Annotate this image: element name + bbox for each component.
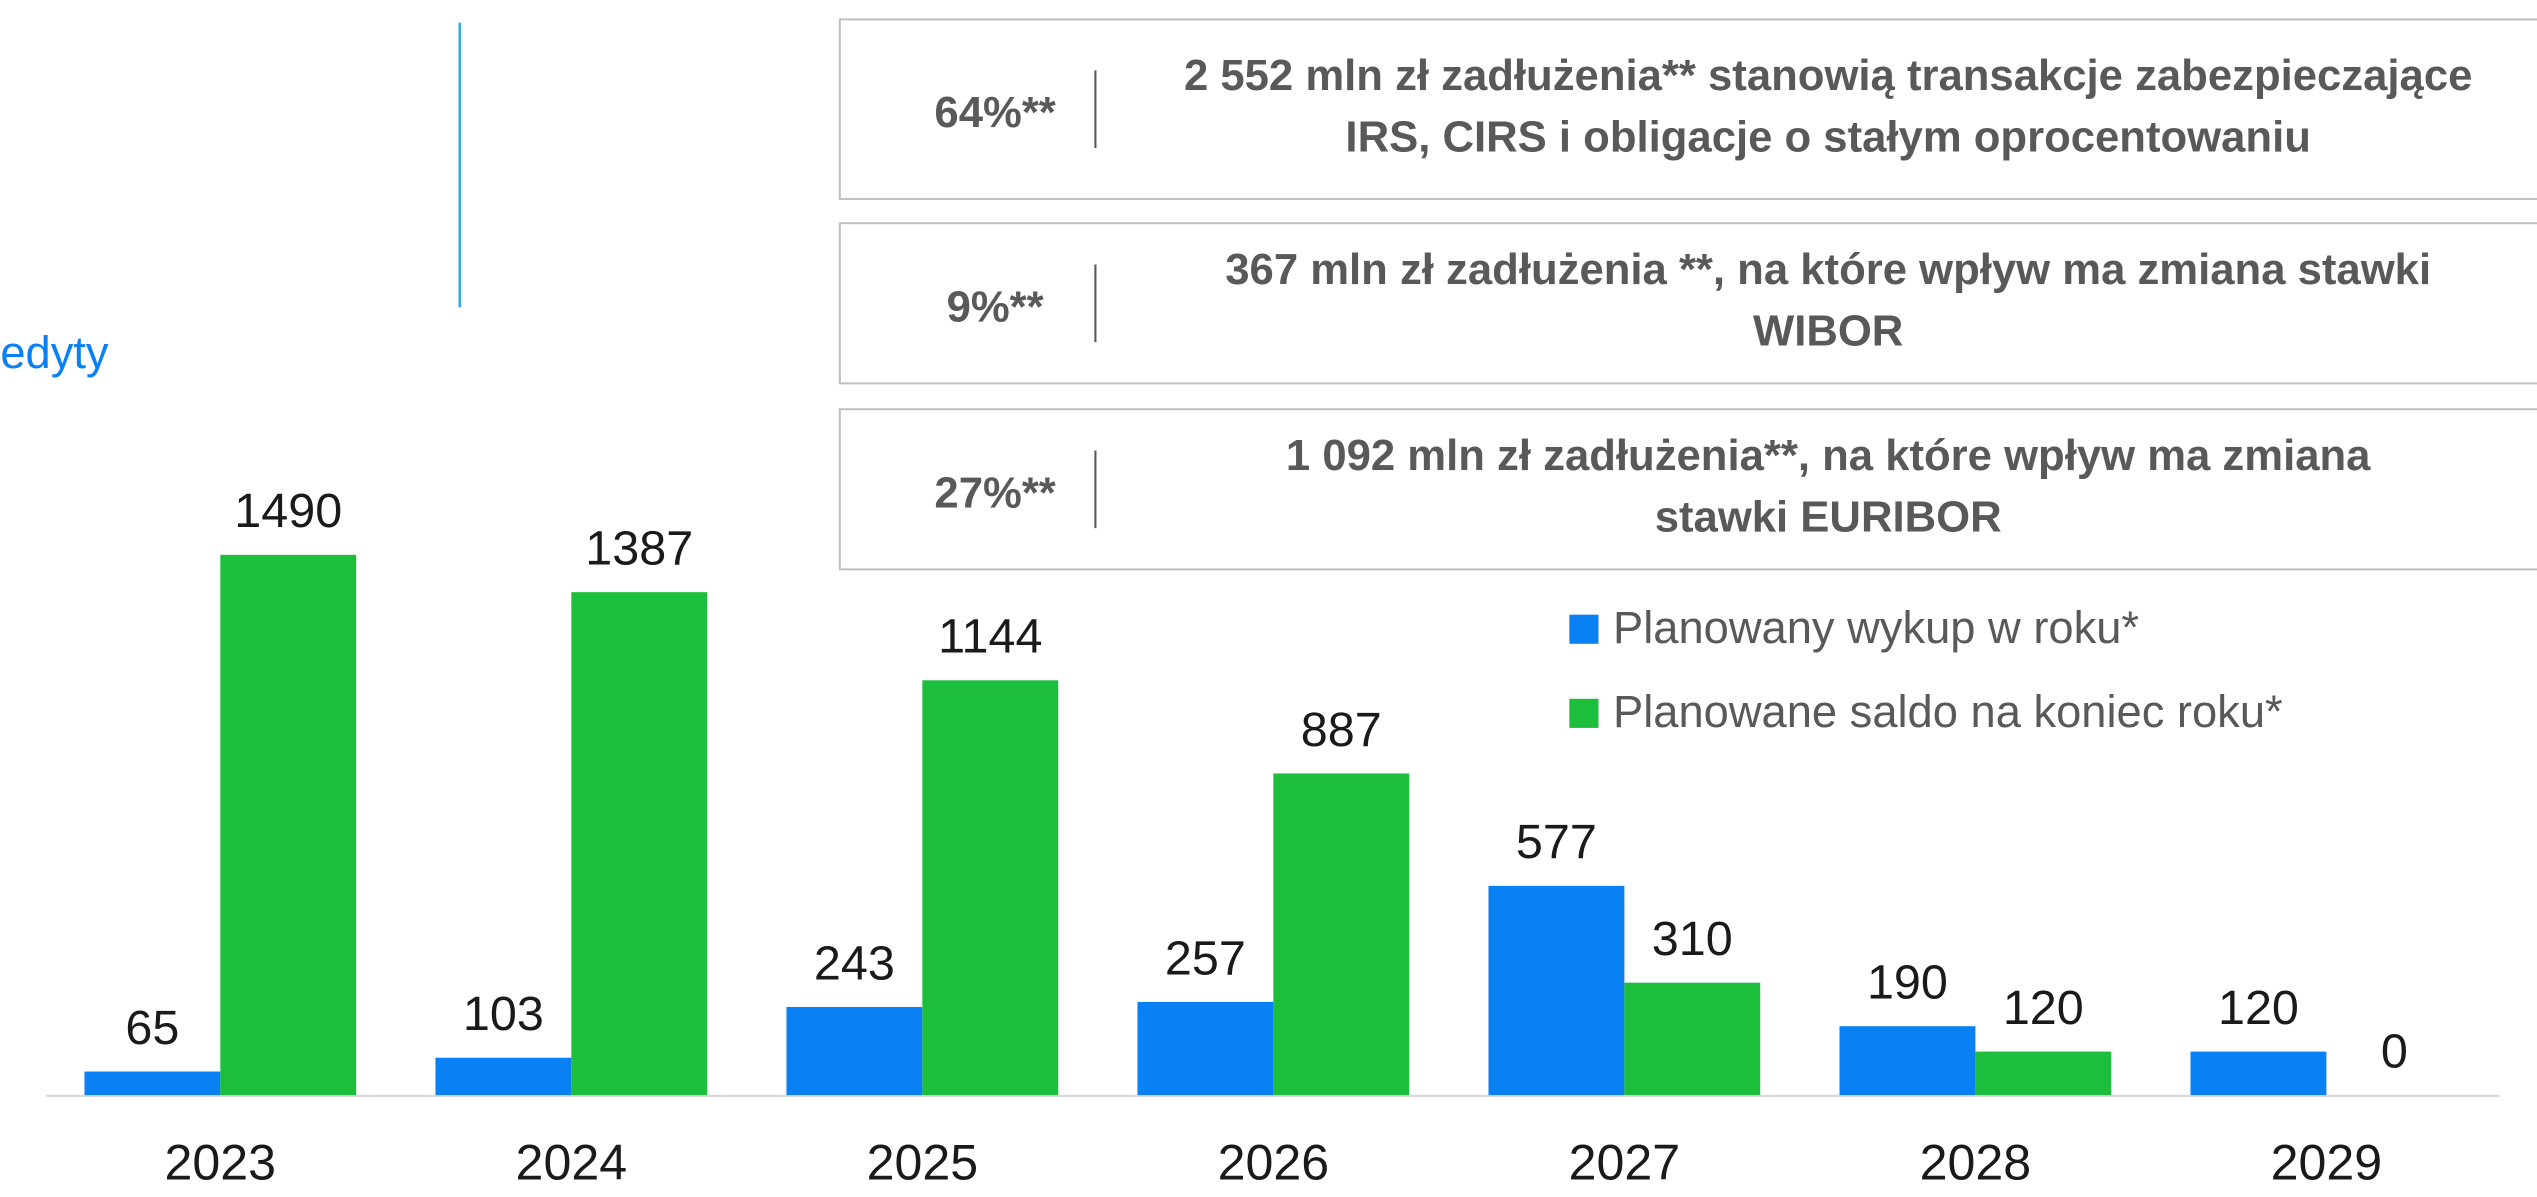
info-percent: 27%** [934, 468, 1055, 517]
info-box [838, 18, 2537, 200]
data-label: 577 [1516, 815, 1597, 869]
bar [1273, 773, 1410, 1096]
legend-label: Planowany wykup w roku* [1613, 602, 2139, 653]
info-box [838, 408, 2537, 571]
bar [922, 680, 1059, 1096]
data-label: 120 [2218, 981, 2299, 1035]
info-percent: 64%** [934, 88, 1055, 137]
data-label: 120 [2003, 981, 2084, 1035]
x-tick-label: 2025 [867, 1135, 979, 1191]
legend-swatch [1569, 614, 1599, 644]
bar [2190, 1051, 2327, 1096]
data-label: 65 [125, 1001, 179, 1055]
data-label: 1387 [585, 522, 693, 576]
bar [220, 554, 357, 1096]
legend-label: Planowane saldo na koniec roku* [1613, 686, 2283, 737]
x-tick-label: 2028 [1920, 1135, 2032, 1191]
data-label: 1144 [938, 610, 1042, 664]
bar [84, 1071, 221, 1096]
fragment-text: edyty [0, 327, 109, 378]
bar [571, 592, 708, 1096]
data-label: 190 [1867, 956, 1948, 1010]
x-tick-label: 2024 [516, 1135, 628, 1191]
info-line: 1 092 mln zł zadłużenia**, na które wpły… [1286, 431, 2371, 480]
bar [1137, 1001, 1274, 1096]
info-percent: 9%** [947, 282, 1044, 331]
bar [786, 1006, 923, 1096]
data-label: 1490 [234, 484, 342, 538]
data-label: 243 [814, 936, 895, 990]
bar [1624, 982, 1761, 1096]
info-line: 2 552 mln zł zadłużenia** stanowią trans… [1184, 51, 2472, 100]
info-line: IRS, CIRS i obligacje o stałym oprocento… [1345, 112, 2310, 161]
data-label: 310 [1652, 912, 1733, 966]
x-tick-label: 2029 [2271, 1135, 2383, 1191]
info-box [838, 222, 2537, 385]
data-label: 257 [1165, 931, 1246, 985]
bar [1975, 1051, 2112, 1096]
x-tick-label: 2027 [1569, 1135, 1681, 1191]
info-line: WIBOR [1753, 307, 1903, 356]
x-tick-label: 2023 [165, 1135, 277, 1191]
bar [1488, 885, 1625, 1096]
legend-swatch [1569, 698, 1599, 728]
info-line: 367 mln zł zadłużenia **, na które wpływ… [1225, 245, 2431, 294]
data-label: 0 [2381, 1024, 2408, 1078]
data-label: 103 [463, 987, 544, 1041]
info-line: stawki EURIBOR [1655, 493, 2002, 542]
bar [1839, 1026, 1976, 1096]
bar [435, 1057, 572, 1096]
x-tick-label: 2026 [1218, 1135, 1330, 1191]
data-label: 887 [1301, 703, 1382, 757]
